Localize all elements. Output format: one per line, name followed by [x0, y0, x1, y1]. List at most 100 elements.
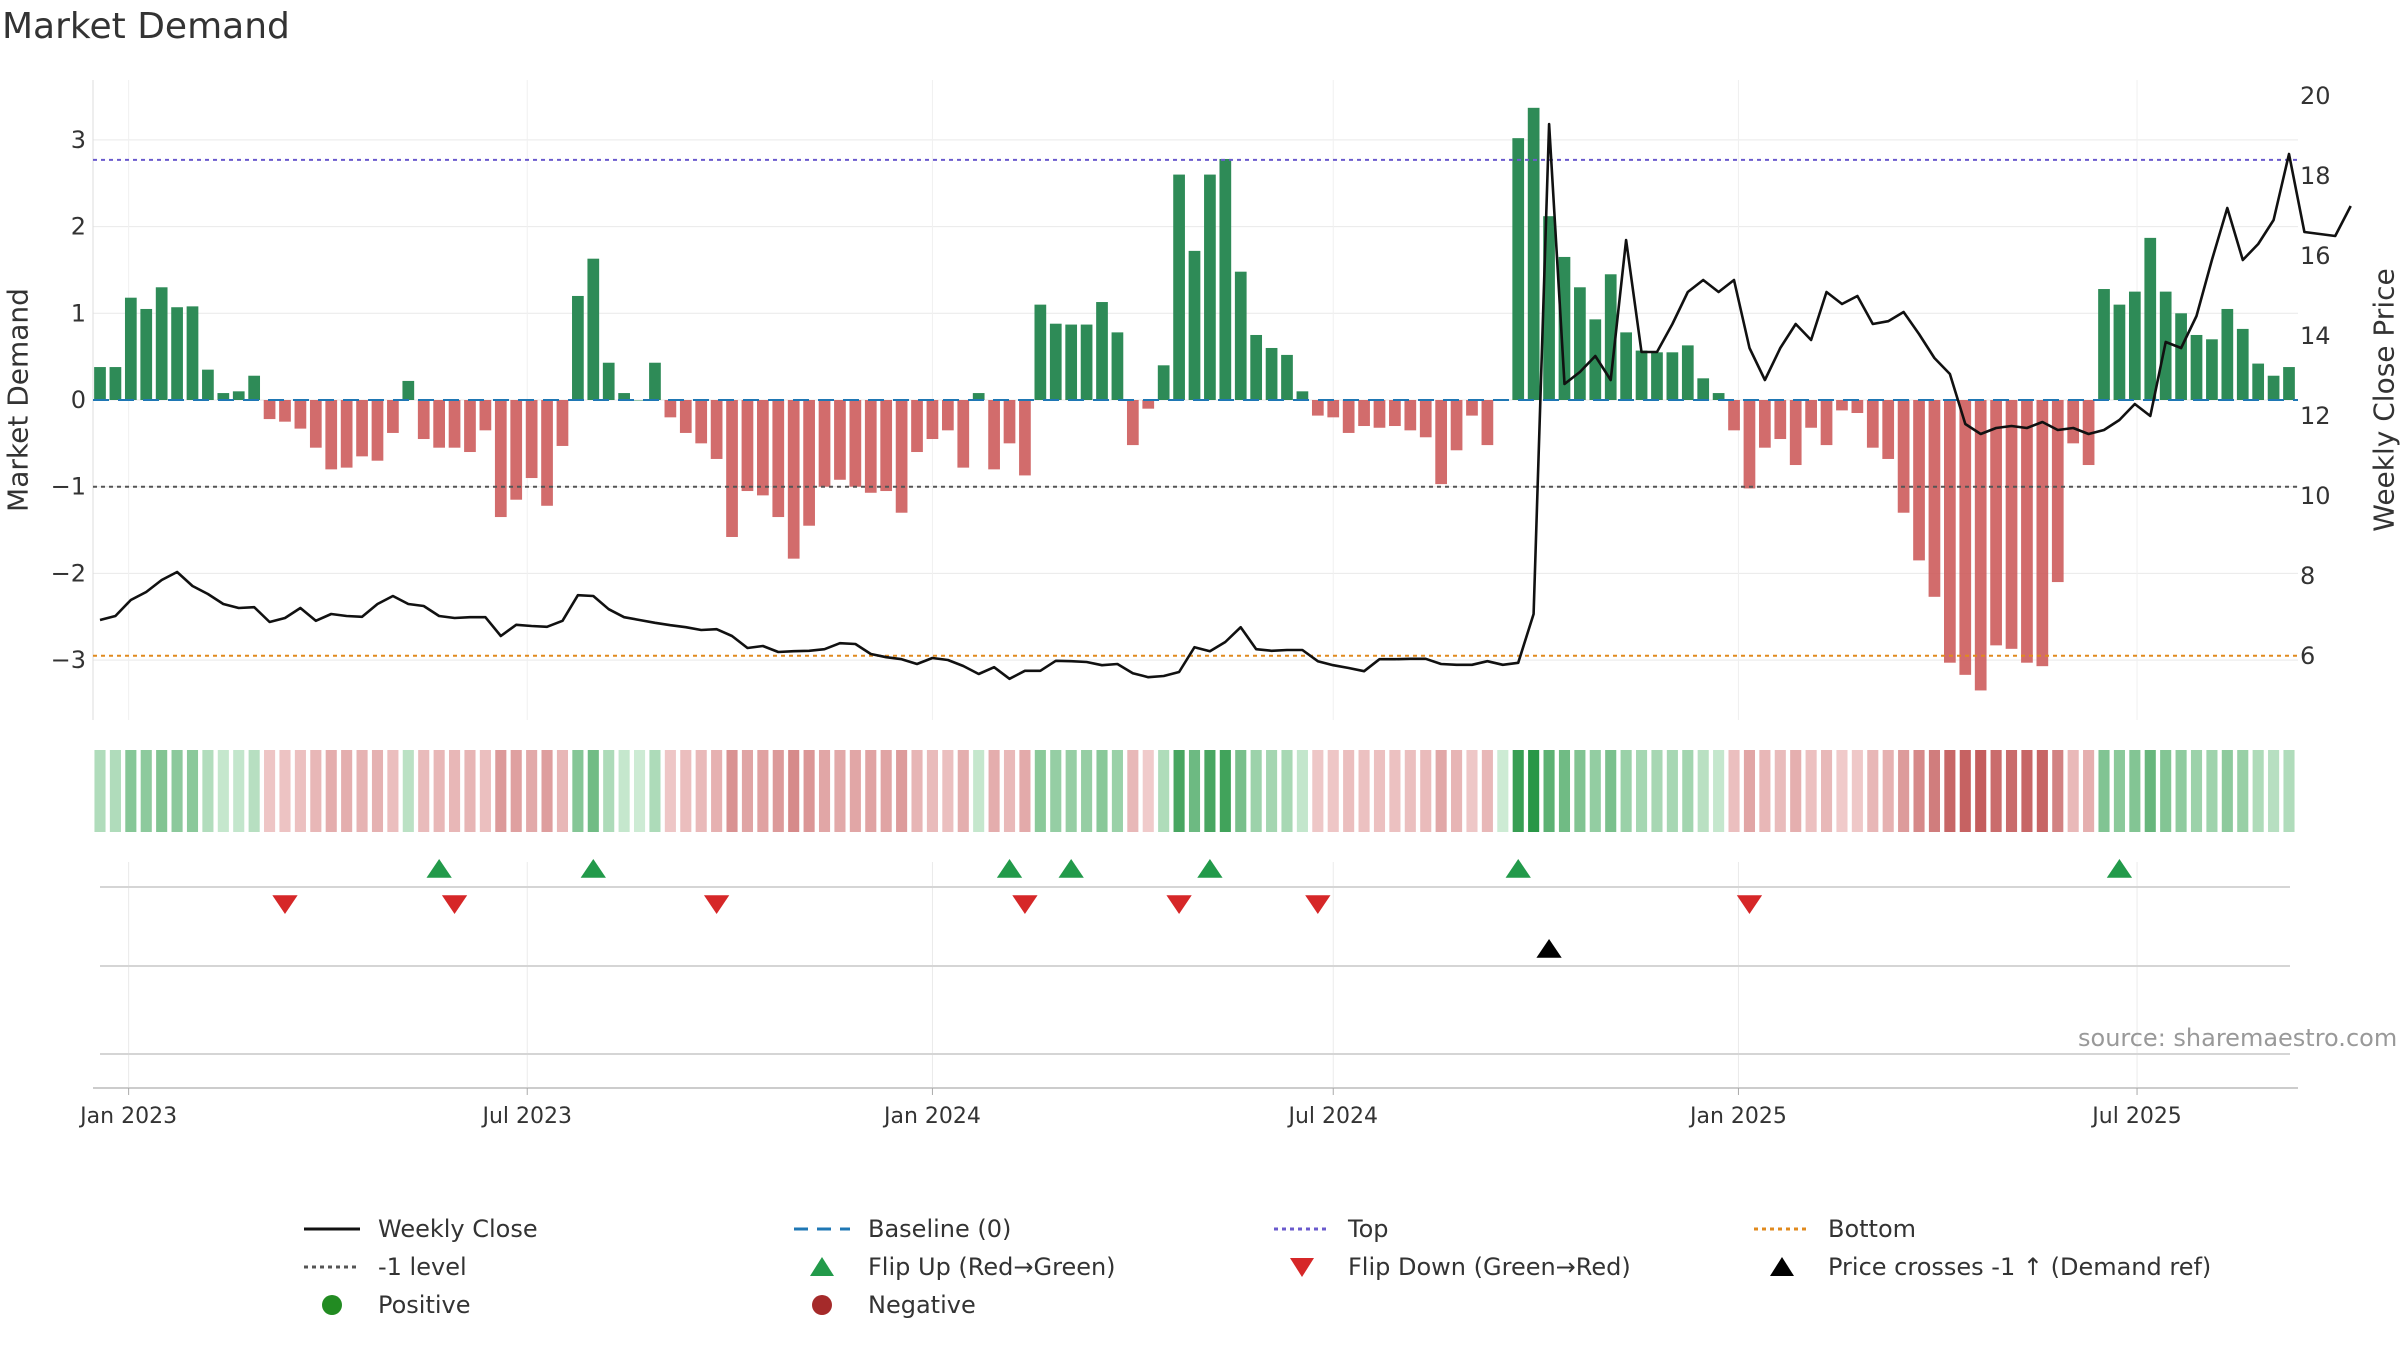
legend-label: Bottom [1828, 1215, 1916, 1243]
legend: Weekly Close Baseline (0) Top Bottom -1 leve… [300, 1215, 2250, 1335]
flip-down-marker [272, 895, 297, 914]
heat-cell [989, 750, 1000, 832]
demand-heat-strip [94, 750, 2294, 832]
heat-cell [1436, 750, 1447, 832]
legend-item: Price crosses -1 ↑ (Demand ref) [1750, 1253, 2211, 1281]
demand-bar [1929, 400, 1941, 597]
demand-bar [834, 400, 846, 480]
demand-bar [1482, 400, 1494, 445]
heat-cell [1158, 750, 1169, 832]
demand-bar [2237, 329, 2249, 400]
demand-bar [927, 400, 939, 439]
legend-item: Weekly Close [300, 1215, 538, 1243]
demand-bar [356, 400, 368, 456]
demand-bar [1913, 400, 1925, 560]
heat-cell [773, 750, 784, 832]
demand-bar [125, 298, 137, 400]
heat-cell [1605, 750, 1616, 832]
demand-bar [1081, 325, 1093, 400]
flip-down-marker [1012, 895, 1037, 914]
heat-cell [865, 750, 876, 832]
heat-cell [1004, 750, 1015, 832]
demand-bar [187, 306, 199, 400]
flip-up-marker [1506, 859, 1531, 878]
heat-cell [1806, 750, 1817, 832]
demand-bar [2191, 335, 2203, 400]
legend-marker [812, 1295, 832, 1315]
demand-bar [911, 400, 923, 452]
demand-bar [156, 287, 168, 400]
dotted-line-icon [1270, 1216, 1334, 1242]
y2-axis-label: Weekly Close Price [2368, 268, 2400, 531]
demand-bar [418, 400, 430, 439]
heat-cell [1220, 750, 1231, 832]
heat-cell [125, 750, 136, 832]
y2-tick-label: 6 [2300, 642, 2315, 670]
heat-cell [804, 750, 815, 832]
demand-bar [1821, 400, 1833, 445]
heat-cell [1651, 750, 1662, 832]
demand-bar [603, 363, 615, 400]
x-tick-label: Jan 2023 [78, 1104, 177, 1129]
demand-bar [896, 400, 908, 513]
x-tick-labels: Jan 2023 Jul 2023 Jan 2024 Jul 2024 Jan 2025… [78, 1088, 2182, 1129]
demand-bar [988, 400, 1000, 469]
demand-bar [110, 367, 122, 400]
demand-bar [1404, 400, 1416, 430]
heat-cell [172, 750, 183, 832]
demand-bar [233, 391, 245, 400]
legend-label: Price crosses -1 ↑ (Demand ref) [1828, 1253, 2211, 1281]
triangle-up-icon [790, 1254, 854, 1280]
heat-cell [1960, 750, 1971, 832]
demand-bar [1528, 108, 1540, 400]
heat-cell [387, 750, 398, 832]
heat-cell [1266, 750, 1277, 832]
heat-cell [1559, 750, 1570, 832]
demand-bar [1189, 251, 1201, 400]
legend-label: Baseline (0) [868, 1215, 1011, 1243]
demand-bar [1374, 400, 1386, 428]
y-tick-label: 2 [71, 213, 86, 241]
demand-bar [1636, 351, 1648, 400]
demand-bar [1466, 400, 1478, 416]
legend-item: Top [1270, 1215, 1389, 1243]
heat-cell [1590, 750, 1601, 832]
heat-cell [1513, 750, 1524, 832]
demand-bar [819, 400, 831, 487]
heat-cell [834, 750, 845, 832]
heat-cell [1790, 750, 1801, 832]
heat-cell [1991, 750, 2002, 832]
demand-bar [1774, 400, 1786, 439]
demand-bar [880, 400, 892, 491]
heat-cell [434, 750, 445, 832]
heat-cell [94, 750, 105, 832]
demand-bar [1004, 400, 1016, 443]
heat-cell [1143, 750, 1154, 832]
heat-cell [1343, 750, 1354, 832]
demand-bar [495, 400, 507, 517]
heat-cell [187, 750, 198, 832]
heat-cell [1698, 750, 1709, 832]
legend-label: Positive [378, 1291, 471, 1319]
demand-bar [171, 307, 183, 400]
heat-cell [233, 750, 244, 832]
heat-cell [1759, 750, 1770, 832]
demand-bar [1281, 355, 1293, 400]
heat-cell [619, 750, 630, 832]
heat-cell [357, 750, 368, 832]
heat-cell [264, 750, 275, 832]
dotted-line-icon [1750, 1216, 1814, 1242]
y2-tick-label: 16 [2300, 242, 2331, 270]
heat-cell [1497, 750, 1508, 832]
demand-bar [2144, 238, 2156, 400]
demand-bar [140, 309, 152, 400]
heat-cell [603, 750, 614, 832]
demand-bar [1127, 400, 1139, 445]
demand-bar [2268, 376, 2280, 400]
demand-bar [1990, 400, 2002, 645]
demand-bar [1112, 332, 1124, 400]
heat-cell [511, 750, 522, 832]
flip-down-marker [1737, 895, 1762, 914]
demand-bar [387, 400, 399, 433]
heat-cell [1035, 750, 1046, 832]
